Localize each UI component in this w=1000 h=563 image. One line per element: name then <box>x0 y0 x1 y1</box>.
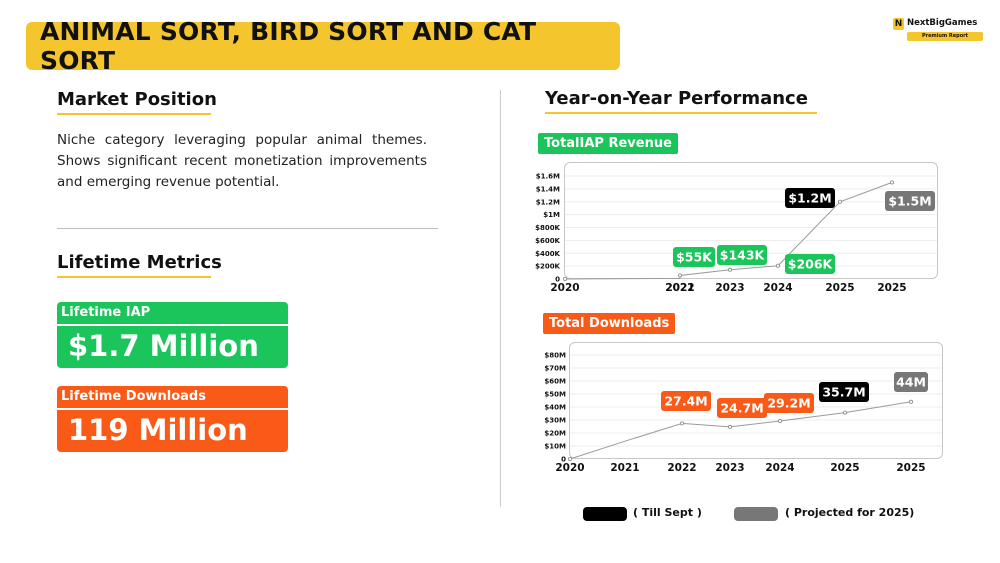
x-tick-label: 2025 <box>877 282 906 294</box>
data-label-box <box>785 254 835 274</box>
title-banner: ANIMAL SORT, BIRD SORT AND CAT SORT <box>26 17 620 75</box>
data-point <box>563 276 568 281</box>
x-tick-label: 2020 <box>550 282 579 294</box>
y-tick-label: $80M <box>544 352 566 360</box>
data-point <box>890 180 895 185</box>
x-tick-label: 2021 <box>610 462 639 474</box>
x-tick-label: 2024 <box>763 282 792 294</box>
y-tick-label: 0 <box>561 456 566 464</box>
data-point <box>776 263 781 268</box>
y-tick-label: $1.6M <box>536 173 560 181</box>
data-label: $1.5M <box>888 194 931 209</box>
lifetime-iap-card: Lifetime IAP $1.7 Million <box>57 302 288 368</box>
x-tick-label: 2025 <box>825 282 854 294</box>
data-label-box <box>894 372 928 392</box>
data-label-box <box>785 188 835 208</box>
data-label: 27.4M <box>664 394 707 409</box>
lifetime-downloads-card: Lifetime Downloads 119 Million <box>57 386 288 452</box>
y-tick-label: $30M <box>544 417 566 425</box>
section-divider <box>57 228 438 229</box>
data-label-box <box>717 245 767 265</box>
lifetime-downloads-label: Lifetime Downloads <box>57 386 288 408</box>
data-label-box <box>885 191 935 211</box>
data-label: $206K <box>788 257 834 272</box>
data-label: 29.2M <box>767 396 810 411</box>
data-label: $143K <box>720 248 766 263</box>
y-tick-label: $1.2M <box>536 198 560 206</box>
heading-underline <box>57 113 211 115</box>
y-tick-label: $10M <box>544 443 566 451</box>
data-point <box>728 267 733 272</box>
heading-underline <box>545 112 817 114</box>
data-point <box>838 199 843 204</box>
y-tick-label: $40M <box>544 404 566 412</box>
data-point <box>728 424 733 429</box>
y-tick-label: $70M <box>544 365 566 373</box>
y-tick-label: $1.4M <box>536 185 560 193</box>
heading-underline <box>57 276 211 278</box>
x-tick-label: 2022 <box>665 282 694 294</box>
data-label: 44M <box>896 375 926 390</box>
x-tick-label: 2025 <box>896 462 925 474</box>
legend-projected: ( Projected for 2025) <box>785 506 915 519</box>
logo-mark-icon: N <box>893 18 904 30</box>
logo-subtitle: Premium Report <box>907 32 983 41</box>
y-tick-label: $200K <box>535 263 560 271</box>
y-tick-label: $20M <box>544 430 566 438</box>
legend-swatch-projected <box>734 507 778 521</box>
data-label-box <box>661 391 711 411</box>
data-label: $55K <box>676 250 713 265</box>
y-tick-label: $50M <box>544 391 566 399</box>
y-tick-label: $800K <box>535 224 560 232</box>
x-tick-label: 2021 <box>665 282 694 294</box>
y-tick-label: $60M <box>544 378 566 386</box>
legend-till-sept: ( Till Sept ) <box>633 506 702 519</box>
data-point <box>680 421 685 426</box>
brand-logo: N NextBigGames Premium Report <box>893 18 983 44</box>
data-label-box <box>819 382 869 402</box>
revenue-chart-title: TotalIAP Revenue <box>538 133 678 154</box>
x-tick-label: 2023 <box>715 282 744 294</box>
lifetime-metrics-heading: Lifetime Metrics <box>57 252 222 273</box>
page-title: ANIMAL SORT, BIRD SORT AND CAT SORT <box>40 17 537 75</box>
market-position-text: Niche category leveraging popular animal… <box>57 132 427 190</box>
lifetime-iap-label: Lifetime IAP <box>57 302 288 324</box>
x-tick-label: 2022 <box>667 462 696 474</box>
lifetime-downloads-value: 119 Million <box>57 410 288 452</box>
x-tick-label: 2024 <box>765 462 794 474</box>
data-label-box <box>717 398 767 418</box>
data-label-box <box>764 393 814 413</box>
y-tick-label: $1M <box>543 211 560 219</box>
x-tick-label: 2025 <box>830 462 859 474</box>
downloads-chart-title: Total Downloads <box>543 313 676 334</box>
data-label: $1.2M <box>788 191 831 206</box>
x-tick-label: 2023 <box>715 462 744 474</box>
data-point <box>778 419 783 424</box>
market-position-heading: Market Position <box>57 89 217 110</box>
x-tick-label: 2020 <box>555 462 584 474</box>
yoy-heading: Year-on-Year Performance <box>545 88 808 109</box>
data-point <box>568 456 573 461</box>
data-point <box>678 273 683 278</box>
legend-swatch-till-sept <box>583 507 627 521</box>
data-label: 24.7M <box>720 401 763 416</box>
y-tick-label: 0 <box>555 276 560 284</box>
y-tick-label: $400K <box>535 250 560 258</box>
lifetime-iap-value: $1.7 Million <box>57 326 288 368</box>
y-tick-label: $600K <box>535 237 560 245</box>
data-label: 35.7M <box>822 385 865 400</box>
logo-name: NextBigGames <box>907 18 978 28</box>
data-point <box>843 410 848 415</box>
data-point <box>909 399 914 404</box>
data-label-box <box>673 247 715 267</box>
column-divider <box>500 90 501 507</box>
